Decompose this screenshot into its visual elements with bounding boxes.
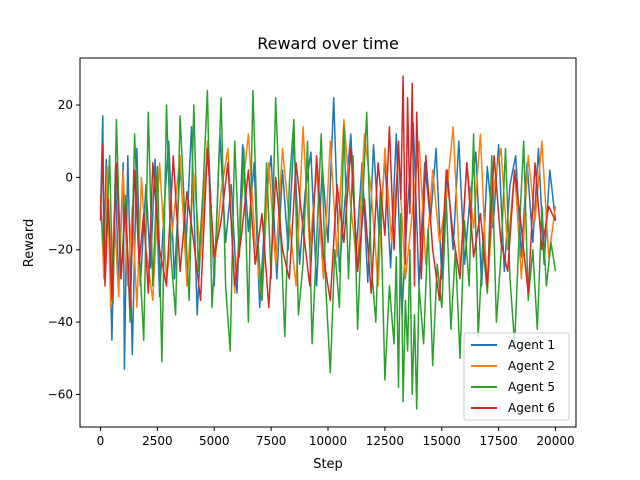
legend-frame	[463, 332, 570, 421]
y-tick-label: 20	[58, 98, 73, 112]
y-tick-label: −20	[48, 243, 73, 257]
y-tick-label: −40	[48, 315, 73, 329]
x-tick-label: 2500	[142, 434, 173, 448]
y-axis: −60 −40 −20 0 20	[48, 98, 80, 401]
series-layer	[99, 75, 557, 410]
legend-label-agent-1: Agent 1	[508, 338, 555, 352]
series-line-agent-6	[99, 75, 557, 309]
x-tick-label: 15000	[423, 434, 461, 448]
x-tick-label: 0	[97, 434, 105, 448]
series-line-agent-5	[99, 89, 557, 410]
legend-label-agent-2: Agent 2	[508, 359, 555, 373]
x-axis: 0 2500 5000 7500 10000 12500 15000 17500 20000	[97, 427, 575, 448]
x-tick-label: 12500	[366, 434, 404, 448]
legend: Agent 1 Agent 2 Agent 5 Agent 6	[463, 332, 570, 421]
x-tick-label: 10000	[309, 434, 347, 448]
y-tick-label: 0	[65, 170, 73, 184]
legend-label-agent-5: Agent 5	[508, 380, 555, 394]
x-axis-label: Step	[313, 457, 343, 472]
chart-title: Reward over time	[257, 34, 399, 53]
y-axis-label: Reward	[22, 219, 37, 267]
x-tick-label: 5000	[199, 434, 230, 448]
x-tick-label: 17500	[480, 434, 518, 448]
y-tick-label: −60	[48, 387, 73, 401]
x-tick-label: 20000	[536, 434, 574, 448]
x-tick-label: 7500	[256, 434, 287, 448]
legend-label-agent-6: Agent 6	[508, 401, 555, 415]
